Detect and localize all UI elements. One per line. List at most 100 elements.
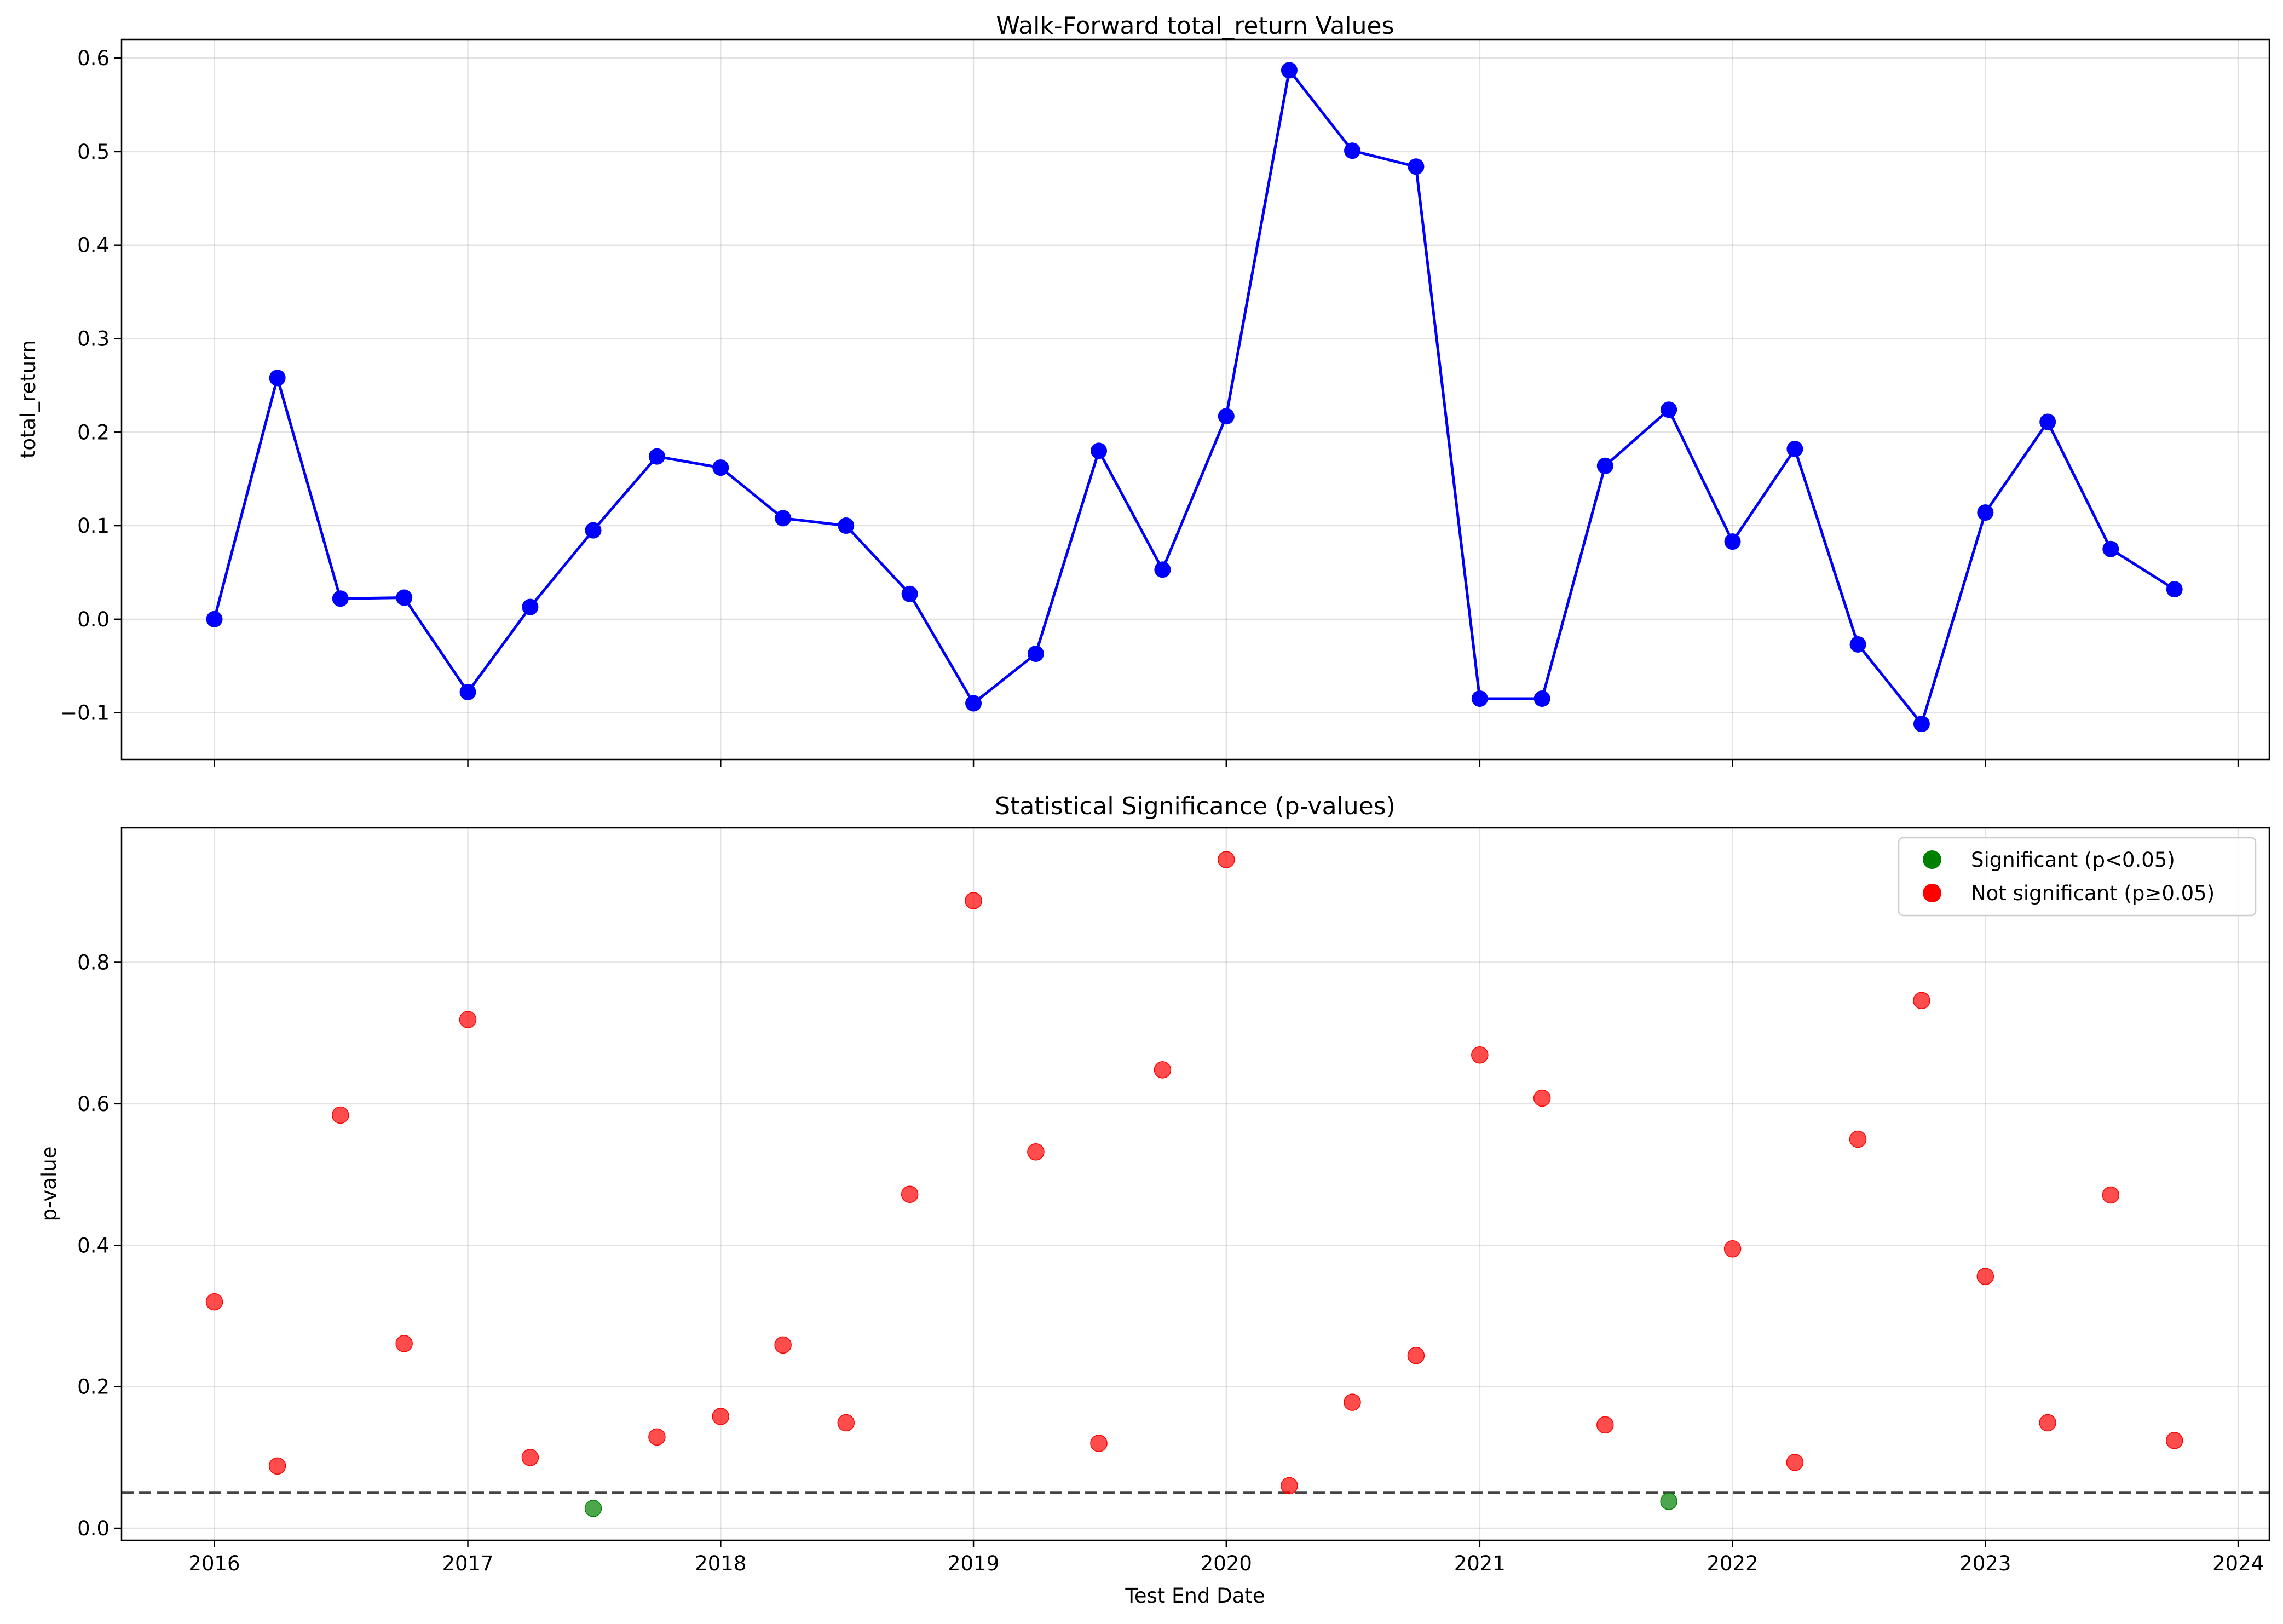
p-value-point-not-significant [1407, 1347, 1425, 1364]
p-value-point-significant [1660, 1493, 1677, 1510]
legend-marker-not-significant [1923, 884, 1941, 902]
total-return-point [965, 695, 982, 712]
legend-marker-significant [1923, 850, 1941, 869]
y-tick-label: 0.4 [77, 1234, 109, 1257]
total-return-point [1408, 158, 1425, 175]
total-return-point [1596, 457, 1613, 474]
p-value-point-not-significant [1596, 1416, 1614, 1434]
p-value-point-not-significant [1154, 1061, 1172, 1079]
top-x-ticks [214, 759, 2239, 767]
total-return-point [1977, 504, 1994, 521]
total-return-point [1218, 408, 1235, 425]
y-tick-label: 0.0 [77, 1517, 109, 1540]
top-axes-frame [120, 38, 2270, 761]
p-value-point-not-significant [1976, 1268, 1994, 1285]
p-value-point-not-significant [205, 1293, 223, 1311]
bottom-grid [122, 828, 2269, 1540]
p-value-point-significant [584, 1500, 602, 1517]
total-return-point [2102, 540, 2119, 557]
p-value-point-not-significant [1786, 1454, 1804, 1471]
y-tick-label: 0.8 [77, 951, 109, 974]
p-value-point-not-significant [837, 1414, 855, 1432]
bottom-x-ticks: 2016 2017 2018 2019 2020 2021 2022 2023 2024 [188, 1540, 2264, 1575]
top-chart-title: Walk-Forward total_return Values [996, 12, 1394, 40]
total-return-point [332, 590, 349, 607]
total-return-point [1027, 646, 1044, 663]
p-value-point-not-significant [1027, 1143, 1045, 1161]
p-value-point-not-significant [1471, 1046, 1489, 1064]
total-return-point [2039, 413, 2056, 430]
y-tick-label: 0.0 [77, 608, 109, 631]
p-value-point-not-significant [1218, 851, 1235, 868]
p-value-point-not-significant [901, 1185, 919, 1203]
top-y-axis-label: total_return [16, 340, 40, 458]
p-value-point-not-significant [1281, 1477, 1298, 1495]
total-return-point [2166, 581, 2183, 598]
total-return-point [1786, 441, 1803, 458]
total-return-point [648, 448, 665, 465]
total-return-series [213, 68, 2176, 725]
legend-label-not-significant: Not significant (p≥0.05) [1971, 882, 2215, 905]
p-value-point-not-significant [268, 1457, 286, 1475]
total-return-point [522, 598, 539, 615]
total-return-point [838, 517, 855, 534]
p-value-point-not-significant [2102, 1186, 2120, 1204]
p-value-point-not-significant [332, 1106, 349, 1124]
total-return-point [1281, 62, 1298, 79]
p-value-point-not-significant [2039, 1414, 2056, 1432]
y-tick-label: 0.3 [77, 327, 109, 350]
total-return-point [1344, 142, 1361, 159]
total-return-point [206, 611, 223, 627]
p-value-point-not-significant [459, 1011, 477, 1028]
p-value-point-not-significant [1533, 1089, 1551, 1107]
x-tick-label: 2019 [948, 1552, 999, 1575]
bottom-y-axis-label: p-value [37, 1147, 61, 1222]
total-return-point [1154, 561, 1171, 578]
p-value-point-not-significant [1849, 1130, 1867, 1148]
total-return-point [585, 522, 602, 539]
bottom-chart-title: Statistical Significance (p-values) [995, 792, 1396, 820]
total-return-point [459, 684, 476, 701]
total-return-line [213, 68, 2176, 725]
y-tick-label: 0.6 [77, 1092, 109, 1116]
legend-label-significant: Significant (p<0.05) [1971, 848, 2175, 872]
legend-box [1898, 837, 2257, 917]
x-tick-label: 2023 [1959, 1552, 2011, 1575]
x-tick-label: 2020 [1201, 1552, 1252, 1575]
p-value-point-not-significant [774, 1336, 792, 1354]
p-value-point-not-significant [2165, 1432, 2183, 1449]
x-tick-label: 2024 [2212, 1552, 2264, 1575]
p-value-point-not-significant [1344, 1393, 1361, 1411]
y-tick-label: 0.2 [77, 421, 109, 444]
total-return-point [775, 510, 792, 527]
legend: Significant (p<0.05) Not significant (p≥… [1898, 837, 2257, 917]
total-return-point [1661, 401, 1677, 418]
bottom-panel: 2016 2017 2018 2019 2020 2021 2022 2023 2024 0.0… [37, 792, 2270, 1608]
y-tick-label: 0.5 [77, 140, 109, 164]
total-return-point [1091, 442, 1108, 459]
y-tick-label: −0.1 [60, 701, 109, 725]
y-tick-label: 0.6 [77, 47, 109, 70]
total-return-point [1533, 690, 1550, 707]
x-tick-label: 2018 [695, 1552, 746, 1575]
bottom-y-ticks: 0.0 0.2 0.4 0.6 0.8 [77, 951, 122, 1540]
total-return-point [1913, 716, 1930, 733]
x-tick-label: 2021 [1454, 1552, 1506, 1575]
total-return-point [1849, 636, 1866, 653]
y-tick-label: 0.2 [77, 1375, 109, 1399]
total-return-points [206, 62, 2183, 733]
x-tick-label: 2016 [188, 1552, 240, 1575]
p-value-points [205, 851, 2183, 1517]
top-y-ticks: −0.1 0.0 0.1 0.2 0.3 0.4 0.5 0.6 [60, 47, 122, 725]
bottom-axes-frame [120, 827, 2270, 1541]
p-value-point-not-significant [648, 1428, 666, 1446]
total-return-point [396, 589, 413, 606]
p-value-point-not-significant [395, 1335, 413, 1352]
p-value-point-not-significant [712, 1408, 730, 1425]
p-value-point-not-significant [965, 892, 982, 909]
y-tick-label: 0.4 [77, 234, 109, 257]
total-return-point [1471, 690, 1488, 707]
top-panel: −0.1 0.0 0.1 0.2 0.3 0.4 0.5 0.6 Walk-Forward t… [16, 12, 2270, 767]
